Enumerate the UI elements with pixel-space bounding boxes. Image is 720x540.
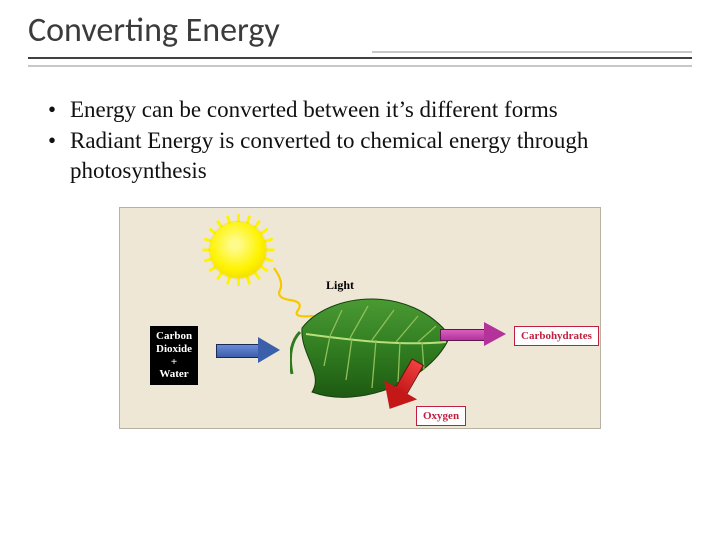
input-arrow xyxy=(216,337,280,363)
input-line-2: Dioxide xyxy=(156,343,192,356)
carbohydrates-label: Carbohydrates xyxy=(514,326,599,346)
oxygen-label: Oxygen xyxy=(416,406,466,426)
photosynthesis-diagram: Light xyxy=(119,207,601,429)
body-text: Energy can be converted between it’s dif… xyxy=(0,67,720,429)
slide-title: Converting Energy xyxy=(28,10,692,51)
slide: Converting Energy Energy can be converte… xyxy=(0,0,720,540)
input-line-1: Carbon xyxy=(156,330,192,343)
title-rule-top xyxy=(28,57,692,59)
sun-icon xyxy=(210,222,266,278)
bullet-1: Energy can be converted between it’s dif… xyxy=(48,95,672,124)
input-box: Carbon Dioxide + Water xyxy=(150,326,198,385)
leaf-icon xyxy=(290,288,460,408)
input-line-3: + xyxy=(156,356,192,369)
input-line-4: Water xyxy=(156,368,192,381)
title-block: Converting Energy xyxy=(0,0,720,67)
bullet-2: Radiant Energy is converted to chemical … xyxy=(48,126,672,185)
carbohydrate-arrow xyxy=(440,322,508,346)
